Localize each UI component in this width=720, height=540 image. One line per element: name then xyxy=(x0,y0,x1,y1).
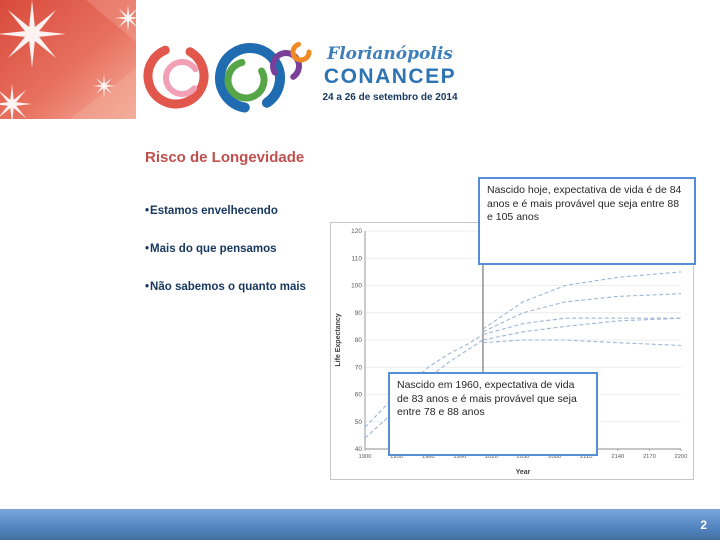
svg-text:50: 50 xyxy=(355,419,363,426)
svg-text:1960: 1960 xyxy=(422,454,435,460)
logo-text-block: Florianópolis CONANCEP 24 a 26 de setemb… xyxy=(312,44,468,103)
bullet-label: Não sabemos o quanto mais xyxy=(150,281,306,293)
bullet-label: Mais do que pensamos xyxy=(150,243,277,255)
svg-text:Year: Year xyxy=(516,469,531,476)
snowflake-icon xyxy=(92,74,116,98)
svg-text:2170: 2170 xyxy=(643,454,656,460)
svg-text:2050: 2050 xyxy=(517,454,530,460)
svg-text:2110: 2110 xyxy=(580,454,592,460)
svg-text:120: 120 xyxy=(351,228,362,235)
svg-text:2200: 2200 xyxy=(675,454,688,460)
svg-text:2140: 2140 xyxy=(611,454,624,460)
svg-text:100: 100 xyxy=(351,283,362,290)
bullet-list: •Estamos envelhecendo •Mais do que pensa… xyxy=(145,204,340,318)
bullet-label: Estamos envelhecendo xyxy=(150,205,278,217)
bullet-item: •Estamos envelhecendo xyxy=(145,204,340,218)
logo-dates-text: 24 a 26 de setembro de 2014 xyxy=(322,92,458,103)
logo-swirls-icon xyxy=(143,41,312,113)
logo-city-text: Florianópolis xyxy=(327,44,453,64)
bullet-item: •Mais do que pensamos xyxy=(145,242,340,256)
svg-text:80: 80 xyxy=(355,337,363,344)
svg-text:1930: 1930 xyxy=(390,454,403,460)
bullet-marker: • xyxy=(145,205,150,217)
snowflake-icon xyxy=(114,4,136,32)
footer-bar: 2 xyxy=(0,509,720,540)
svg-text:90: 90 xyxy=(355,310,363,317)
page-number: 2 xyxy=(700,518,707,532)
svg-text:110: 110 xyxy=(352,255,363,262)
callout-born-1960: Nascido em 1960, expectativa de vida de … xyxy=(388,372,598,456)
svg-text:Life Expectancy: Life Expectancy xyxy=(335,313,342,366)
bullet-item: •Não sabemos o quanto mais xyxy=(145,280,340,294)
svg-text:70: 70 xyxy=(355,364,363,371)
corner-decoration xyxy=(0,0,136,119)
svg-text:2020: 2020 xyxy=(485,454,498,460)
bullet-marker: • xyxy=(145,243,150,255)
svg-text:1990: 1990 xyxy=(453,454,466,460)
svg-text:40: 40 xyxy=(355,446,363,453)
bullet-marker: • xyxy=(145,281,150,293)
snowflake-icon xyxy=(0,0,67,69)
snowflake-icon xyxy=(0,84,32,119)
svg-text:60: 60 xyxy=(355,392,363,399)
logo-name-text: CONANCEP xyxy=(323,65,457,88)
slide-title: Risco de Longevidade xyxy=(145,149,305,166)
conancep-logo: Florianópolis CONANCEP 24 a 26 de setemb… xyxy=(136,20,466,126)
svg-text:1900: 1900 xyxy=(359,454,372,460)
svg-text:2080: 2080 xyxy=(548,454,561,460)
callout-born-today: Nascido hoje, expectativa de vida é de 8… xyxy=(478,177,696,265)
